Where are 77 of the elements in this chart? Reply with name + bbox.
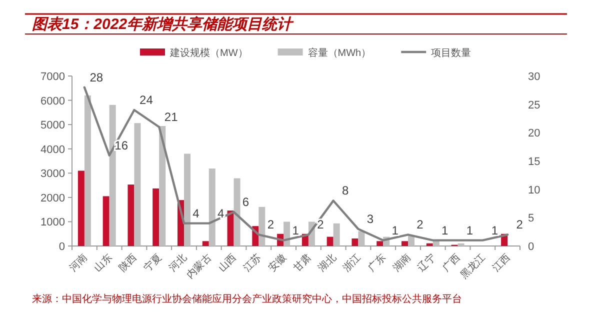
legend-label: 项目数量 [431,48,472,59]
bar [326,236,334,246]
bar [458,243,464,246]
data-label: 8 [342,184,349,198]
data-label: 3 [366,212,374,226]
data-label: 4 [192,206,200,220]
data-label: 1 [491,223,498,238]
x-tick-label: 河南 [66,252,90,274]
legend-label: 建设规模（MW） [169,47,248,59]
x-tick-label: 安徽 [266,252,289,274]
data-label: 2 [267,218,274,232]
x-tick-label: 陕西 [116,252,140,274]
source-note: 来源：中国化学与物理电源行业协会储能应用分会产业政策研究中心，中国招标投标公共服务平台 [32,293,462,305]
bar [234,178,240,246]
y2-tick-label: 0 [528,241,534,253]
y-tick-label: 6000 [40,95,65,108]
y2-tick-label: 20 [528,128,540,140]
x-tick-label: 湖南 [390,252,414,274]
bar [84,95,91,246]
bar [408,236,414,246]
line-series [83,86,509,242]
x-tick-label: 辽宁 [415,252,438,274]
x-tick-label: 江西 [490,252,513,274]
y-tick-label: 2000 [40,192,65,204]
bar [426,243,433,246]
x-tick-label: 宁夏 [142,252,164,274]
bar [159,126,166,246]
bar [227,210,234,246]
y2-tick-label: 15 [528,156,540,168]
y-tick-label: 0 [58,241,65,253]
data-label: 2 [516,218,524,232]
bar [202,241,209,246]
bar [109,104,116,246]
data-label: 24 [140,93,154,107]
x-tick-label: 湖北 [316,252,338,274]
data-label: 2 [416,218,424,232]
bar [134,123,141,246]
bar [258,206,266,246]
data-label: 28 [90,70,104,84]
x-tick-label: 广东 [366,252,388,274]
y2-tick-label: 30 [528,71,540,83]
bar [333,223,340,246]
bar [184,154,190,246]
bar [78,170,84,246]
data-label: 4 [218,206,225,220]
bar [358,231,365,246]
data-label: 1 [466,223,474,238]
bar [208,168,216,246]
data-label: 16 [114,138,128,152]
x-tick-label: 甘肃 [290,252,314,274]
x-tick-label: 浙江 [340,252,364,274]
data-label: 21 [164,110,178,124]
y2-tick-label: 25 [528,99,540,112]
bar [402,241,408,246]
y-tick-label: 1000 [40,216,65,229]
data-label: 1 [292,223,300,238]
chart-title: 图表15：2022年新增共享储能项目统计 [32,15,294,33]
data-label: 2 [317,218,324,232]
data-label: 6 [242,195,250,209]
y-tick-label: 4000 [40,144,65,156]
bar [102,196,110,246]
bar [376,241,384,246]
y-tick-label: 7000 [40,71,65,83]
x-tick-label: 山西 [216,252,239,274]
legend-label: 容量（MWh） [308,47,372,59]
data-label: 1 [392,223,399,238]
bar [128,184,134,246]
bar [152,188,160,246]
bar [284,222,290,246]
x-tick-label: 江苏 [241,252,264,274]
data-label: 1 [442,223,449,238]
y-tick-label: 3000 [40,168,65,180]
x-tick-label: 山东 [92,252,114,274]
bar [352,238,358,246]
y2-tick-label: 5 [528,212,534,225]
y-tick-label: 5000 [40,120,65,132]
y2-tick-label: 10 [528,184,540,196]
